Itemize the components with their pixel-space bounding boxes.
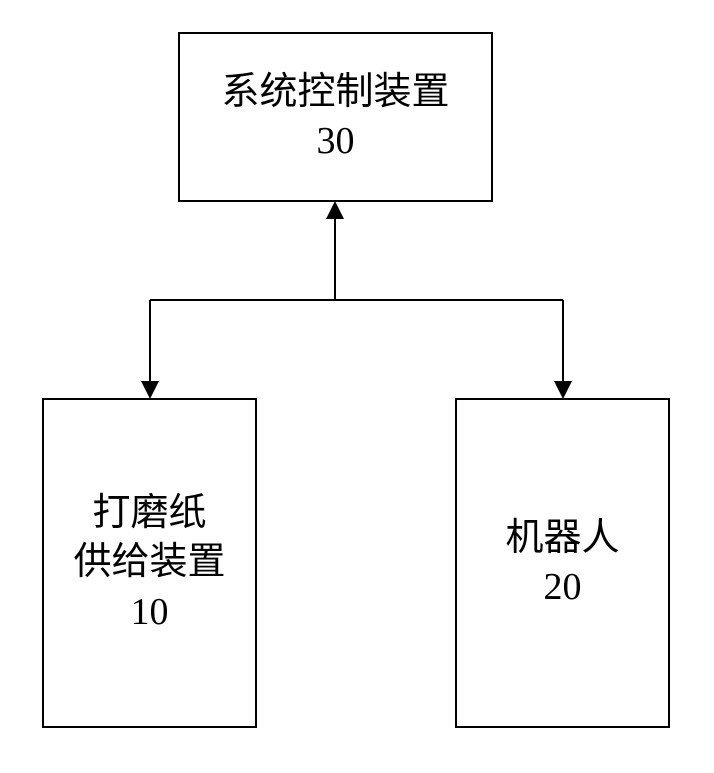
node-sandpaper-supply: 打磨纸 供给装置 10 [42,398,257,728]
node-title-line2: 供给装置 [73,538,225,587]
node-title: 系统控制装置 [221,68,449,117]
node-title-line1: 打磨纸 [92,489,206,538]
node-number: 10 [131,588,169,637]
node-title: 机器人 [505,514,619,563]
node-number: 20 [544,563,582,612]
node-number: 30 [317,117,355,166]
node-system-control: 系统控制装置 30 [178,32,493,202]
node-robot: 机器人 20 [455,398,670,728]
